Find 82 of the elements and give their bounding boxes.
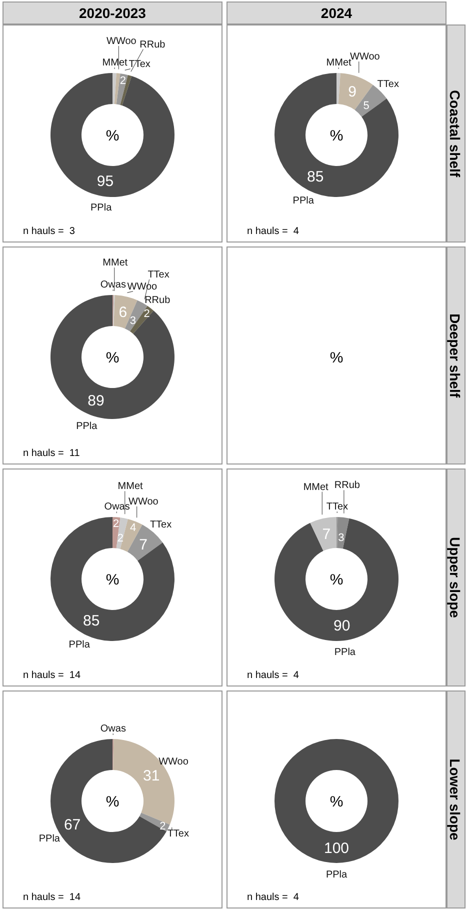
data-label: 4 bbox=[130, 522, 136, 534]
text: % bbox=[106, 127, 120, 144]
data-label: 7 bbox=[139, 536, 148, 554]
text: n hauls = 4 bbox=[247, 670, 300, 681]
text: Coastal shelf bbox=[447, 90, 464, 178]
slice-label: RRub bbox=[144, 294, 171, 306]
data-label: 3 bbox=[130, 314, 136, 327]
slice-label: WWoo bbox=[350, 51, 380, 62]
data-label: 90 bbox=[334, 617, 350, 634]
slice-label: RRub bbox=[140, 39, 166, 50]
data-label: 31 bbox=[143, 768, 160, 785]
text: Lower slope bbox=[447, 758, 464, 841]
data-label: 67 bbox=[64, 816, 81, 834]
data-label: 2 bbox=[144, 308, 150, 320]
slice-label: TTex bbox=[148, 269, 170, 280]
slice-label: PPla bbox=[38, 833, 60, 844]
slice-label: TTex bbox=[377, 78, 399, 90]
donut-slice bbox=[114, 295, 138, 329]
donut-slice bbox=[50, 517, 174, 641]
slice-label: WWoo bbox=[127, 281, 158, 292]
data-label: 100 bbox=[324, 840, 350, 857]
text: n hauls = 14 bbox=[23, 670, 81, 681]
slice-label: MMet bbox=[326, 58, 352, 69]
data-label: 6 bbox=[118, 304, 128, 321]
slice-label: Owas bbox=[100, 724, 126, 735]
slice-label: WWoo bbox=[158, 756, 189, 768]
text: % bbox=[106, 349, 120, 366]
donut-slice bbox=[338, 73, 373, 110]
slice-label: MMet bbox=[102, 258, 128, 269]
text: n hauls = 11 bbox=[23, 448, 80, 459]
slice-label: PPla bbox=[326, 870, 348, 880]
slice-label: PPla bbox=[90, 202, 112, 214]
chart-title: 2020-2023 bbox=[79, 4, 146, 21]
donut-slice bbox=[337, 517, 350, 549]
donut-slice bbox=[310, 517, 336, 551]
slice-label: PPla bbox=[68, 640, 90, 651]
text: % bbox=[330, 349, 344, 366]
slice-label: PPla bbox=[292, 196, 314, 207]
text: % bbox=[330, 571, 344, 588]
slice-label: TTex bbox=[167, 828, 189, 840]
data-label: 85 bbox=[83, 612, 100, 630]
slice-label: PPla bbox=[334, 647, 356, 658]
text: Deeper shelf bbox=[447, 313, 464, 398]
text: % bbox=[330, 127, 344, 144]
text: n hauls = 4 bbox=[247, 226, 300, 237]
donut-slice bbox=[336, 73, 340, 104]
donut-slice bbox=[114, 73, 120, 104]
text: n hauls = 3 bbox=[23, 226, 76, 237]
donut-slice bbox=[50, 73, 174, 197]
data-label: 2 bbox=[120, 75, 126, 88]
data-label: 7 bbox=[322, 526, 331, 543]
data-label: 3 bbox=[338, 532, 344, 544]
text: Upper slope bbox=[447, 537, 464, 618]
slice-label: RRub bbox=[334, 480, 360, 492]
data-label: 2 bbox=[160, 820, 166, 832]
data-label: 95 bbox=[96, 173, 114, 190]
text: n hauls = 4 bbox=[247, 892, 300, 903]
data-label: 9 bbox=[348, 84, 356, 100]
data-label: 5 bbox=[363, 100, 370, 112]
text: % bbox=[106, 793, 120, 810]
donut-slice bbox=[112, 73, 116, 104]
slice-label: TTex bbox=[150, 520, 172, 531]
slice-label: MMet bbox=[303, 482, 329, 493]
donut-slice bbox=[124, 300, 148, 332]
data-label: 89 bbox=[88, 392, 104, 410]
chart-title: 2024 bbox=[320, 4, 352, 21]
donut-slice bbox=[274, 73, 398, 197]
slice-label: PPla bbox=[76, 420, 98, 432]
text: % bbox=[106, 571, 120, 588]
data-label: 2 bbox=[117, 532, 124, 544]
donut-slice bbox=[50, 295, 174, 419]
slice-label: TTex bbox=[326, 502, 348, 513]
donut-slice bbox=[120, 74, 132, 106]
donut-slice bbox=[274, 518, 398, 641]
data-label: 2 bbox=[112, 518, 120, 530]
data-label: 85 bbox=[307, 168, 324, 186]
slice-label: MMet bbox=[118, 481, 144, 492]
text: n hauls = 14 bbox=[23, 892, 81, 903]
slice-label: TTex bbox=[128, 58, 150, 70]
slice-label: WWoo bbox=[128, 496, 159, 508]
slice-label: WWoo bbox=[106, 36, 137, 47]
text: % bbox=[330, 793, 344, 810]
